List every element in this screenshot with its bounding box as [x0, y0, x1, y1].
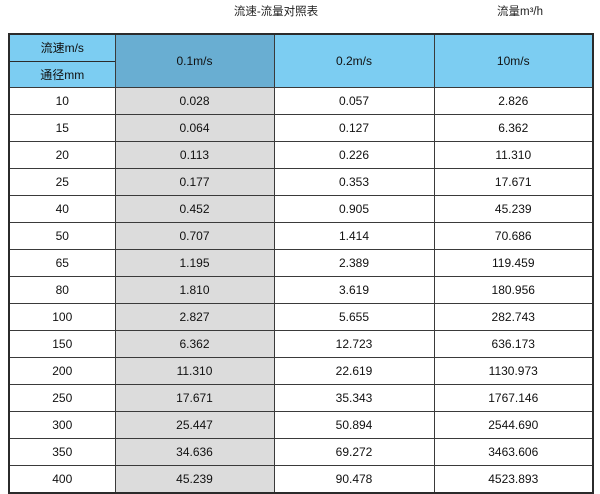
table-row: 80 1.810 3.619 180.956 [8, 276, 594, 304]
cell-flow-rate: 22.619 [273, 357, 435, 385]
cell-flow-rate: 6.362 [433, 114, 594, 142]
table-header-row: 流速m/s 通径mm 0.1m/s 0.2m/s 10m/s [8, 33, 594, 88]
cell-bore-diameter: 40 [8, 195, 116, 223]
column-header-velocity-2: 0.2m/s [273, 33, 435, 88]
cell-bore-diameter: 300 [8, 411, 116, 439]
cell-flow-rate: 0.353 [273, 168, 435, 196]
cell-flow-rate: 45.239 [114, 465, 275, 494]
cell-flow-rate: 35.343 [273, 384, 435, 412]
cell-flow-rate: 34.636 [114, 438, 275, 466]
corner-bore-label: 通径mm [40, 67, 85, 82]
flow-velocity-flow-rate-table: 流速m/s 通径mm 0.1m/s 0.2m/s 10m/s 10 0.028 0.057 2.… [8, 33, 594, 494]
cell-bore-diameter: 350 [8, 438, 116, 466]
table-row: 100 2.827 5.655 282.743 [8, 303, 594, 331]
cell-bore-diameter: 150 [8, 330, 116, 358]
cell-flow-rate: 0.113 [114, 141, 275, 169]
cell-flow-rate: 3.619 [273, 276, 435, 304]
cell-bore-diameter: 20 [8, 141, 116, 169]
cell-flow-rate: 0.707 [114, 222, 275, 250]
cell-flow-rate: 1.195 [114, 249, 275, 277]
cell-flow-rate: 5.655 [273, 303, 435, 331]
cell-flow-rate: 1767.146 [433, 384, 594, 412]
cell-bore-diameter: 100 [8, 303, 116, 331]
table-row: 20 0.113 0.226 11.310 [8, 141, 594, 169]
column-header-velocity-1: 0.1m/s [114, 33, 275, 88]
table-row: 50 0.707 1.414 70.686 [8, 222, 594, 250]
cell-bore-diameter: 65 [8, 249, 116, 277]
cell-flow-rate: 90.478 [273, 465, 435, 494]
table-row: 15 0.064 0.127 6.362 [8, 114, 594, 142]
cell-flow-rate: 69.272 [273, 438, 435, 466]
cell-flow-rate: 11.310 [114, 357, 275, 385]
table-row: 250 17.671 35.343 1767.146 [8, 384, 594, 412]
cell-flow-rate: 4523.893 [433, 465, 594, 494]
cell-flow-rate: 636.173 [433, 330, 594, 358]
cell-flow-rate: 1.414 [273, 222, 435, 250]
table-container: 流速m/s 通径mm 0.1m/s 0.2m/s 10m/s 10 0.028 0.057 2.… [8, 33, 594, 494]
cell-bore-diameter: 10 [8, 87, 116, 115]
cell-bore-diameter: 400 [8, 465, 116, 494]
cell-flow-rate: 119.459 [433, 249, 594, 277]
cell-flow-rate: 3463.606 [433, 438, 594, 466]
cell-flow-rate: 180.956 [433, 276, 594, 304]
table-row: 300 25.447 50.894 2544.690 [8, 411, 594, 439]
cell-flow-rate: 1130.973 [433, 357, 594, 385]
table-row: 200 11.310 22.619 1130.973 [8, 357, 594, 385]
table-row: 65 1.195 2.389 119.459 [8, 249, 594, 277]
cell-flow-rate: 17.671 [114, 384, 275, 412]
cell-flow-rate: 0.064 [114, 114, 275, 142]
cell-bore-diameter: 80 [8, 276, 116, 304]
cell-flow-rate: 50.894 [273, 411, 435, 439]
cell-flow-rate: 0.177 [114, 168, 275, 196]
header-corner-cell: 流速m/s 通径mm [8, 33, 116, 88]
cell-flow-rate: 282.743 [433, 303, 594, 331]
cell-flow-rate: 2.826 [433, 87, 594, 115]
cell-flow-rate: 25.447 [114, 411, 275, 439]
cell-flow-rate: 12.723 [273, 330, 435, 358]
corner-velocity-label: 流速m/s [10, 35, 115, 62]
cell-bore-diameter: 15 [8, 114, 116, 142]
cell-flow-rate: 1.810 [114, 276, 275, 304]
table-row: 25 0.177 0.353 17.671 [8, 168, 594, 196]
cell-flow-rate: 0.127 [273, 114, 435, 142]
cell-flow-rate: 0.226 [273, 141, 435, 169]
cell-flow-rate: 0.452 [114, 195, 275, 223]
table-row: 350 34.636 69.272 3463.606 [8, 438, 594, 466]
cell-flow-rate: 0.057 [273, 87, 435, 115]
cell-flow-rate: 0.905 [273, 195, 435, 223]
caption-row: 流速-流量对照表 流量m³/h [0, 0, 600, 32]
cell-flow-rate: 2.827 [114, 303, 275, 331]
cell-bore-diameter: 25 [8, 168, 116, 196]
cell-flow-rate: 45.239 [433, 195, 594, 223]
table-row: 400 45.239 90.478 4523.893 [8, 465, 594, 494]
table-row: 40 0.452 0.905 45.239 [8, 195, 594, 223]
table-row: 150 6.362 12.723 636.173 [8, 330, 594, 358]
cell-bore-diameter: 50 [8, 222, 116, 250]
cell-bore-diameter: 250 [8, 384, 116, 412]
cell-flow-rate: 70.686 [433, 222, 594, 250]
page-title: 流速-流量对照表 [233, 6, 319, 18]
flow-rate-unit-label: 流量m³/h [497, 6, 543, 18]
cell-bore-diameter: 200 [8, 357, 116, 385]
cell-flow-rate: 6.362 [114, 330, 275, 358]
cell-flow-rate: 17.671 [433, 168, 594, 196]
cell-flow-rate: 2.389 [273, 249, 435, 277]
cell-flow-rate: 0.028 [114, 87, 275, 115]
cell-flow-rate: 11.310 [433, 141, 594, 169]
table-row: 10 0.028 0.057 2.826 [8, 87, 594, 115]
cell-flow-rate: 2544.690 [433, 411, 594, 439]
column-header-velocity-3: 10m/s [433, 33, 594, 88]
